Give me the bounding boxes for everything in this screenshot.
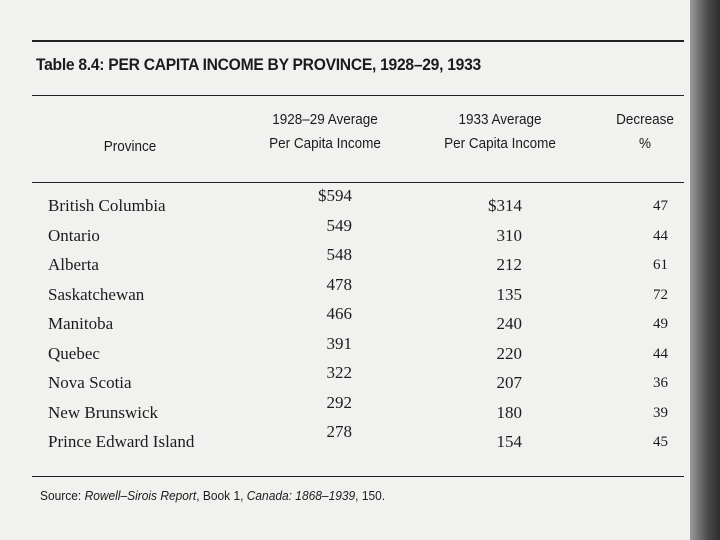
table-cell: 292	[326, 392, 353, 412]
table-cell: 322	[326, 363, 353, 382]
table-cell: 44	[653, 345, 668, 362]
table-cell: 61	[653, 257, 668, 273]
bottom-rule	[32, 476, 684, 477]
page-gutter-shadow	[690, 0, 720, 540]
source-text: , Book 1,	[196, 488, 247, 503]
table-cell: $594	[318, 186, 352, 205]
province-name: Ontario	[48, 225, 100, 245]
title-rule	[32, 95, 684, 96]
table-cell: 39	[653, 404, 668, 421]
province-name: Prince Edward Island	[48, 432, 195, 451]
header-line: %	[638, 135, 652, 152]
table-cell: $314	[488, 196, 522, 215]
source-label: Source:	[40, 488, 82, 503]
table-title: Table 8.4: PER CAPITA INCOME BY PROVINCE…	[36, 55, 481, 74]
column-header: Province	[76, 135, 184, 159]
table-cell: 45	[653, 434, 668, 450]
table-cell: 212	[496, 255, 523, 274]
table-cell: 466	[326, 304, 353, 323]
province-name: Quebec	[48, 343, 100, 363]
table-cell: 47	[653, 198, 668, 214]
source-book: Canada: 1868–1939	[246, 488, 356, 503]
table-cell: 36	[653, 375, 668, 391]
header-line: 1933 Average	[458, 111, 542, 128]
table-cell: 240	[496, 314, 523, 333]
province-name: British Columbia	[48, 196, 166, 215]
province-name: Nova Scotia	[48, 373, 132, 392]
province-name: Saskatchewan	[48, 284, 145, 304]
province-name: Manitoba	[48, 314, 114, 333]
table-cell: 220	[496, 343, 523, 363]
table-cell: 478	[326, 274, 353, 294]
header-line: Province	[103, 138, 157, 155]
header-line: Decrease	[616, 111, 674, 128]
column-header: Decrease%	[614, 108, 677, 156]
header-line: 1928–29 Average	[272, 111, 378, 128]
table-cell: 154	[496, 432, 523, 451]
source-title: Rowell–Sirois Report	[84, 488, 197, 503]
header-line: Per Capita Income	[269, 135, 381, 152]
table-cell: 391	[326, 333, 353, 353]
table-cell: 44	[653, 227, 668, 244]
table-cell: 135	[496, 284, 523, 304]
table-cell: 549	[326, 215, 353, 235]
column-header: 1933 Average Per Capita Income	[424, 108, 577, 156]
header-line: Per Capita Income	[444, 135, 556, 152]
table-cell: 310	[496, 225, 523, 245]
column-header: 1928–29 Average Per Capita Income	[253, 108, 397, 156]
source-text: , 150.	[355, 488, 386, 503]
province-name: New Brunswick	[48, 402, 159, 422]
table-cell: 207	[496, 373, 523, 392]
header-rule	[32, 182, 684, 183]
table-cell: 180	[496, 402, 523, 422]
table-cell: 49	[653, 316, 668, 332]
table-cell: 72	[653, 286, 668, 303]
source-note: Source: Rowell–Sirois Report, Book 1, Ca…	[40, 488, 385, 503]
province-name: Alberta	[48, 255, 99, 274]
table-cell: 278	[326, 422, 353, 441]
book-page: Table 8.4: PER CAPITA INCOME BY PROVINCE…	[32, 40, 684, 503]
top-rule	[32, 40, 684, 42]
table-cell: 548	[326, 245, 353, 264]
